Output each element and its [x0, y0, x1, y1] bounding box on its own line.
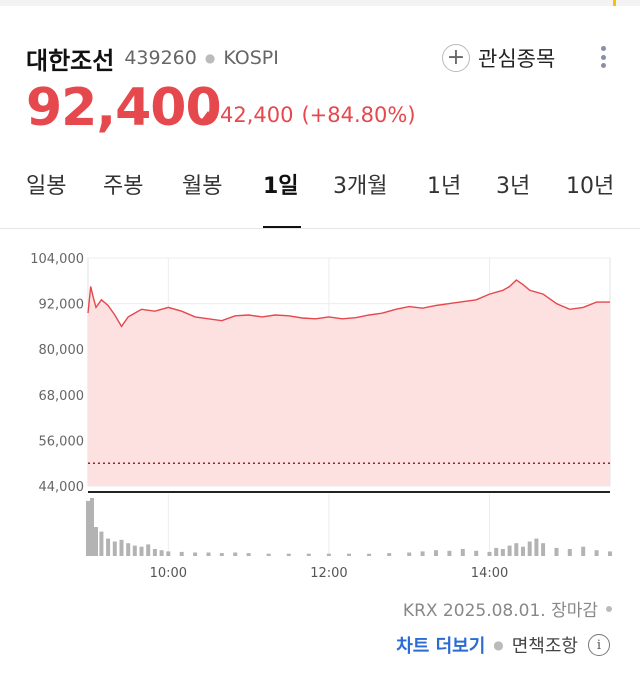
stock-code: 439260	[124, 47, 197, 69]
volume-bar	[159, 550, 164, 556]
up-arrow-icon	[202, 111, 214, 119]
x-tick-label: 12:00	[310, 566, 347, 581]
volume-bar	[554, 547, 559, 556]
y-tick-label: 104,000	[30, 252, 84, 267]
volume-bar	[266, 553, 271, 556]
active-tab-underline	[263, 226, 301, 228]
intraday-chart[interactable]: 104,000 92,000 80,000 68,000 56,000 44,000 10…	[0, 240, 640, 585]
current-price: 92,400	[26, 78, 222, 138]
volume-bar	[233, 552, 238, 556]
volume-bar	[326, 553, 331, 556]
volume-bar	[152, 549, 157, 556]
volume-bar	[132, 545, 137, 556]
volume-bar	[139, 546, 144, 556]
y-tick-label: 80,000	[39, 343, 85, 358]
tab-3years[interactable]: 3년	[496, 174, 531, 199]
volume-bar	[106, 538, 111, 556]
volume-bar	[527, 541, 532, 556]
volume-bar	[581, 546, 586, 556]
separator-dot: ●	[493, 638, 504, 652]
volume-bar	[500, 549, 505, 556]
market-name: KOSPI	[223, 47, 279, 69]
volume-bar	[347, 553, 351, 556]
x-tick-label: 14:00	[471, 566, 508, 581]
volume-bar	[179, 551, 184, 556]
tabs-divider	[0, 228, 640, 229]
volume-bar	[507, 545, 512, 556]
volume-bar	[487, 551, 492, 556]
volume-bar	[387, 553, 392, 556]
source-text: KRX 2025.08.01. 장마감	[402, 601, 598, 621]
volume-bar	[608, 551, 612, 556]
volume-bar	[126, 543, 131, 556]
volume-bar	[90, 498, 94, 556]
tab-monthly[interactable]: 월봉	[182, 174, 223, 199]
y-tick-label: 56,000	[39, 434, 85, 449]
y-tick-label: 68,000	[39, 389, 85, 404]
period-tabs: 일봉 주봉 월봉 1일 3개월 1년 3년 10년	[0, 162, 640, 232]
volume-bar	[447, 550, 452, 556]
more-chart-link[interactable]: 차트 더보기	[396, 636, 486, 657]
volume-bar	[474, 550, 479, 556]
volume-bar	[99, 531, 104, 556]
volume-bar	[594, 550, 599, 556]
volume-bar	[460, 549, 465, 556]
volume-bar	[541, 543, 546, 556]
stock-name: 대한조선	[26, 46, 115, 75]
y-tick-label: 44,000	[39, 480, 85, 495]
volume-bar	[94, 527, 98, 556]
data-source: KRX 2025.08.01. 장마감	[403, 596, 612, 621]
volume-bar	[367, 553, 372, 556]
volume-bar	[567, 549, 572, 556]
favorite-label: 관심종목	[478, 47, 556, 71]
chart-footer-links: 차트 더보기 ● 면책조항 i	[396, 632, 610, 658]
volume-bar	[286, 553, 291, 556]
price-area-fill	[88, 280, 610, 486]
tab-3months[interactable]: 3개월	[333, 174, 388, 199]
top-scroll-indicator	[0, 0, 640, 6]
price-change: 42,400 (+84.80%)	[202, 103, 416, 127]
price-volume-chart[interactable]: 104,000 92,000 80,000 68,000 56,000 44,000 10…	[0, 240, 640, 585]
volume-bar	[193, 552, 198, 556]
add-favorite-button[interactable]: + 관심종목	[442, 40, 555, 76]
plus-circle-icon: +	[442, 44, 470, 72]
price-line	[87, 279, 610, 328]
volume-bar	[407, 552, 412, 556]
volume-bar	[494, 547, 499, 556]
volume-bar	[206, 552, 211, 556]
more-options-icon[interactable]	[596, 42, 610, 72]
tab-10years[interactable]: 10년	[566, 174, 615, 199]
stock-header: 대한조선 439260 ● KOSPI	[26, 40, 279, 76]
volume-bar	[112, 541, 117, 556]
tab-1day[interactable]: 1일	[263, 174, 299, 199]
tab-1year[interactable]: 1년	[427, 174, 462, 199]
volume-bar	[86, 500, 90, 556]
volume-bar	[434, 550, 438, 556]
volume-bar	[514, 543, 519, 556]
info-icon[interactable]: i	[588, 634, 610, 656]
status-dot	[606, 605, 612, 612]
scroll-marker	[613, 0, 616, 6]
volume-bar	[534, 538, 539, 556]
volume-bar	[146, 544, 151, 556]
change-amount: 42,400	[220, 103, 294, 127]
tab-weekly[interactable]: 주봉	[103, 174, 144, 199]
volume-bar	[521, 546, 525, 556]
volume-bar	[219, 553, 224, 556]
disclaimer-link[interactable]: 면책조항	[511, 636, 578, 657]
volume-bar	[119, 539, 124, 556]
tab-daily[interactable]: 일봉	[26, 174, 67, 199]
volume-bar	[166, 551, 171, 556]
volume-bar	[420, 551, 425, 556]
change-percent: (+84.80%)	[301, 103, 416, 127]
volume-bar	[306, 553, 311, 556]
separator-dot: ●	[204, 51, 216, 65]
volume-bar	[246, 553, 251, 556]
y-tick-label: 92,000	[39, 298, 85, 313]
x-tick-label: 10:00	[150, 566, 187, 581]
